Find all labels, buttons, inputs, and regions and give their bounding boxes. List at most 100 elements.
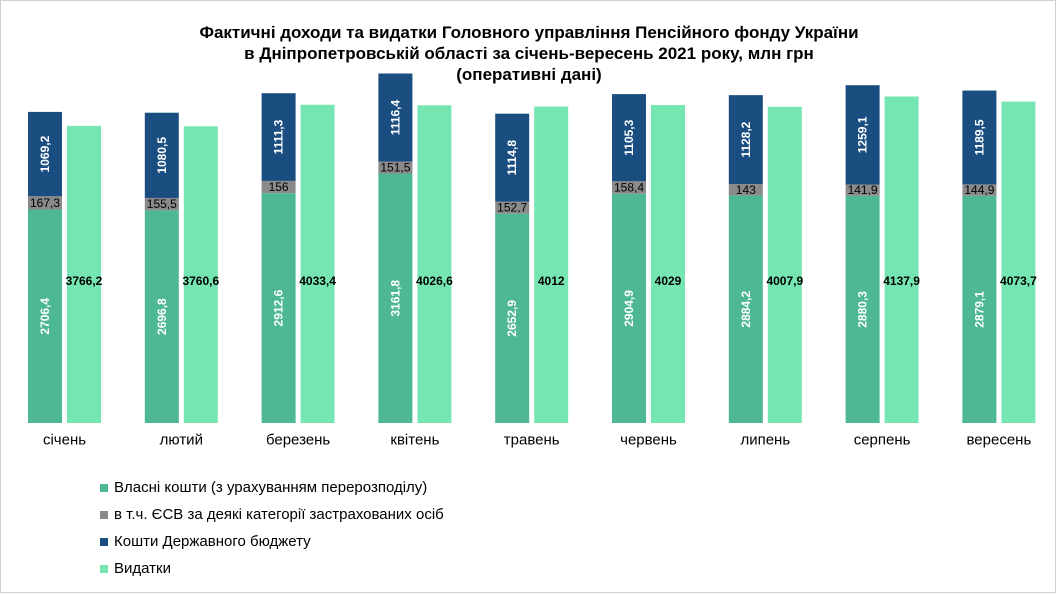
bar-own-funds-5 <box>495 213 530 423</box>
bar-esv-5 <box>495 201 530 214</box>
legend-item-own-funds: Власні кошти (з урахуванням перерозподіл… <box>100 474 444 501</box>
data-label-esv-2: 155,5 <box>147 197 177 211</box>
data-label-esv-5: 152,7 <box>497 201 527 215</box>
chart-title-line-1: Фактичні доходи та видатки Головного упр… <box>199 23 859 42</box>
legend: Власні кошти (з урахуванням перерозподіл… <box>100 474 444 582</box>
category-label-9: вересень <box>967 432 1032 449</box>
legend-item-expenses: Видатки <box>100 555 444 582</box>
bar-state-budget-6 <box>612 94 646 182</box>
data-label-own-funds-6: 2904,9 <box>622 290 636 327</box>
bar-state-budget-2 <box>144 112 179 198</box>
bar-own-funds-7 <box>728 195 763 423</box>
category-label-6: червень <box>620 432 677 449</box>
bar-expenses-1 <box>67 125 101 424</box>
data-label-expenses-1: 3766,2 <box>66 274 103 288</box>
data-label-state-budget-7: 1128,2 <box>739 121 753 157</box>
data-label-own-funds-8: 2880,3 <box>856 291 870 328</box>
data-label-state-budget-8: 1259,1 <box>856 116 870 153</box>
bar-own-funds-9 <box>962 195 997 423</box>
data-label-state-budget-5: 1114,8 <box>505 140 519 176</box>
data-label-own-funds-2: 2696,8 <box>155 298 169 335</box>
bar-esv-6 <box>612 181 646 194</box>
legend-label-own-funds: Власні кошти (з урахуванням перерозподіл… <box>114 479 428 496</box>
chart-title-line-3: (оперативні дані) <box>456 65 602 84</box>
bar-state-budget-9 <box>962 90 997 185</box>
data-label-state-budget-6: 1105,3 <box>622 119 636 155</box>
bar-esv-9 <box>962 184 997 196</box>
bar-expenses-9 <box>1001 101 1036 423</box>
bar-state-budget-8 <box>845 85 880 185</box>
category-label-1: січень <box>43 432 86 449</box>
data-label-state-budget-1: 1069,2 <box>38 135 52 172</box>
bar-own-funds-6 <box>612 193 646 423</box>
data-label-esv-4: 151,5 <box>380 161 410 175</box>
data-label-state-budget-9: 1189,5 <box>972 119 986 155</box>
bar-own-funds-3 <box>261 193 296 423</box>
legend-label-esv: в т.ч. ЄСВ за деякі категорії застрахова… <box>114 506 444 523</box>
data-label-own-funds-1: 2706,4 <box>38 298 52 335</box>
data-label-own-funds-5: 2652,9 <box>505 300 519 337</box>
bar-expenses-5 <box>534 106 569 424</box>
legend-swatch-expenses <box>100 564 108 573</box>
chart-title-line-2: в Дніпропетровській області за січень-ве… <box>244 44 814 63</box>
bar-state-budget-1 <box>28 111 62 197</box>
bar-state-budget-3 <box>261 93 296 181</box>
data-label-own-funds-3: 2912,6 <box>272 289 286 326</box>
category-label-3: березень <box>266 432 330 449</box>
bar-expenses-4 <box>417 105 452 423</box>
bar-own-funds-4 <box>378 173 413 423</box>
data-label-expenses-2: 3760,6 <box>182 274 219 288</box>
data-label-esv-8: 141,9 <box>848 183 878 197</box>
data-label-esv-7: 143 <box>736 183 756 197</box>
bar-state-budget-7 <box>728 95 763 185</box>
legend-swatch-own-funds <box>100 483 108 492</box>
data-label-own-funds-4: 3161,8 <box>388 280 402 317</box>
bar-esv-1 <box>28 196 62 210</box>
bar-esv-2 <box>144 197 179 211</box>
data-label-state-budget-2: 1080,5 <box>155 137 169 174</box>
bar-expenses-2 <box>183 126 218 423</box>
data-label-expenses-8: 4137,9 <box>883 274 920 288</box>
category-label-4: квітень <box>390 432 439 449</box>
data-label-esv-1: 167,3 <box>30 196 60 210</box>
data-label-expenses-5: 4012 <box>538 274 565 288</box>
data-label-expenses-4: 4026,6 <box>416 274 453 288</box>
legend-item-esv: в т.ч. ЄСВ за деякі категорії застрахова… <box>100 501 444 528</box>
bar-expenses-7 <box>767 106 802 424</box>
legend-label-expenses: Видатки <box>114 560 171 577</box>
bar-state-budget-5 <box>495 113 530 202</box>
bar-esv-3 <box>261 180 296 194</box>
bar-esv-4 <box>378 161 413 174</box>
bar-own-funds-8 <box>845 195 880 423</box>
legend-swatch-esv <box>100 510 108 519</box>
data-label-state-budget-4: 1116,4 <box>388 100 402 136</box>
chart-title: Фактичні доходи та видатки Головного упр… <box>0 22 1058 85</box>
legend-swatch-state-budget <box>100 537 108 546</box>
bar-state-budget-4 <box>378 73 413 162</box>
data-label-state-budget-3: 1111,3 <box>272 119 286 154</box>
category-label-7: липень <box>740 432 790 449</box>
bar-expenses-8 <box>884 96 919 424</box>
bar-esv-7 <box>728 184 763 196</box>
data-label-expenses-9: 4073,7 <box>1000 274 1037 288</box>
data-label-expenses-7: 4007,9 <box>766 274 803 288</box>
data-label-expenses-6: 4029 <box>655 274 682 288</box>
bar-own-funds-2 <box>144 210 179 423</box>
bar-expenses-6 <box>651 105 685 423</box>
bar-own-funds-1 <box>28 209 62 423</box>
data-label-own-funds-9: 2879,1 <box>972 291 986 328</box>
category-label-8: серпень <box>854 432 911 449</box>
data-label-esv-6: 158,4 <box>614 181 644 195</box>
category-label-5: травень <box>504 432 560 449</box>
category-label-2: лютий <box>160 432 203 449</box>
data-label-expenses-3: 4033,4 <box>299 274 336 288</box>
data-label-own-funds-7: 2884,2 <box>739 291 753 328</box>
data-label-esv-9: 144,9 <box>964 183 994 197</box>
data-label-esv-3: 156 <box>269 180 289 194</box>
bar-esv-8 <box>845 184 880 196</box>
bar-expenses-3 <box>300 104 335 423</box>
legend-item-state-budget: Кошти Державного бюджету <box>100 528 444 555</box>
legend-label-state-budget: Кошти Державного бюджету <box>114 533 311 550</box>
